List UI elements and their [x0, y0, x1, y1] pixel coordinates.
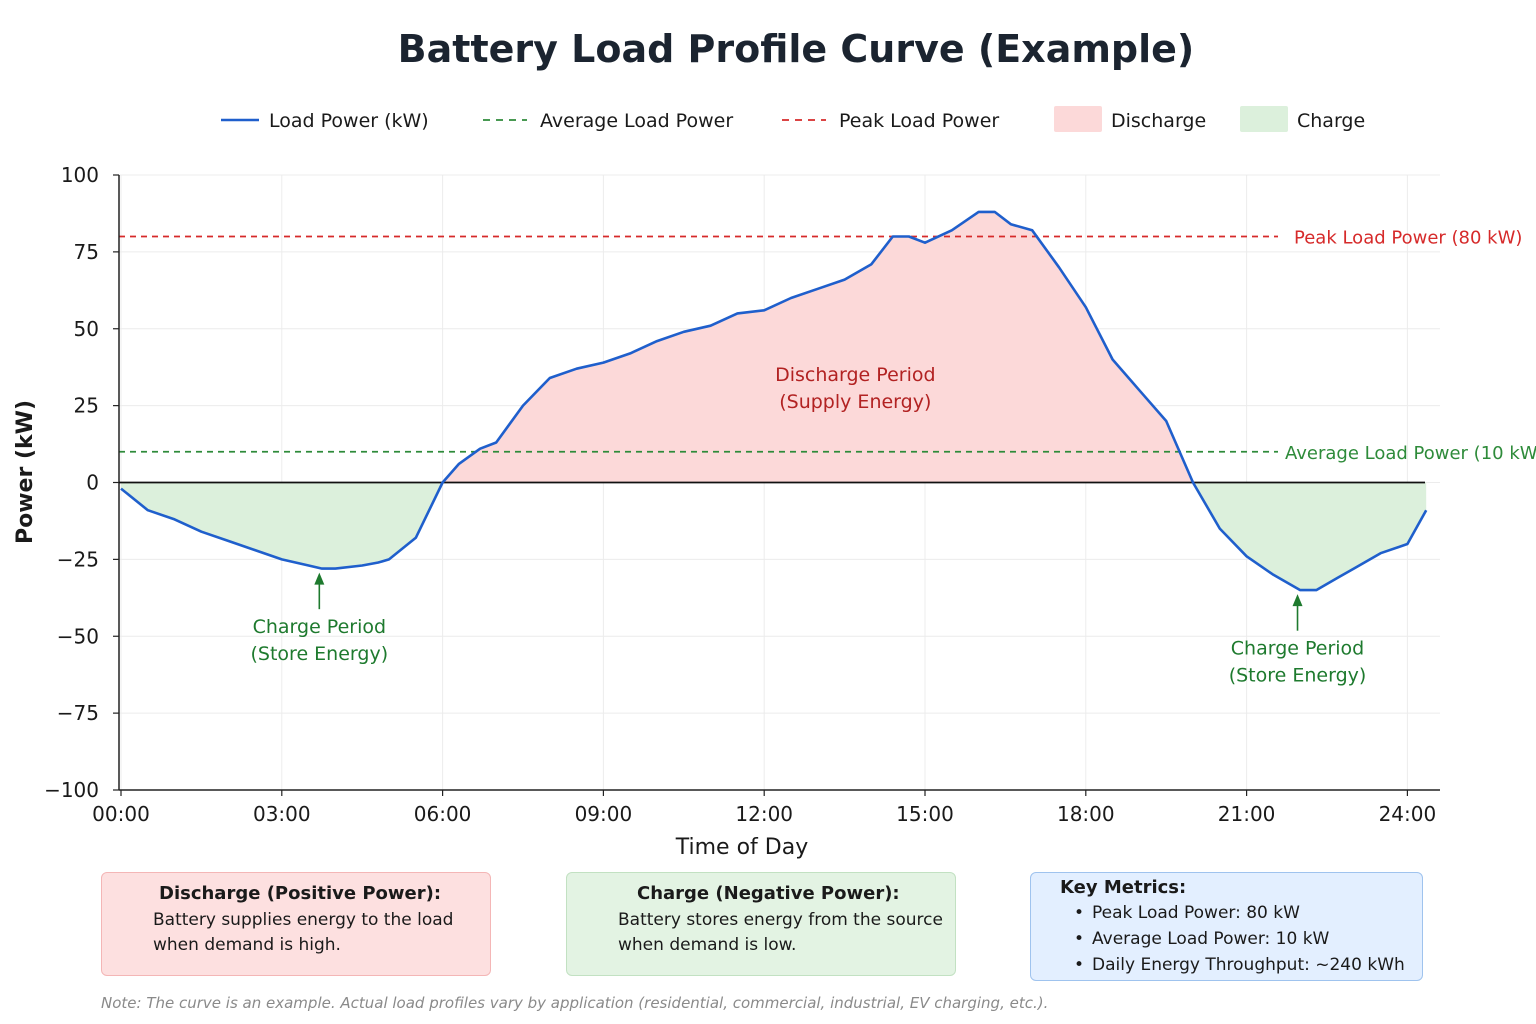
- y-tick-label: 0: [86, 471, 99, 495]
- key-metrics-list: Peak Load Power: 80 kW Average Load Powe…: [1031, 900, 1422, 978]
- y-tick-label: 50: [74, 317, 99, 341]
- charge-info-title: Charge (Negative Power):: [637, 883, 900, 904]
- chart-series: [120, 210, 1428, 592]
- legend-swatch-area: [1054, 106, 1102, 132]
- y-tick-label: 100: [61, 163, 99, 187]
- charge-period-label: (Store Energy): [251, 643, 389, 665]
- key-metrics-title: Key Metrics:: [1060, 877, 1187, 898]
- y-tick-label: −75: [57, 701, 99, 725]
- metric-item: Peak Load Power: 80 kW: [1074, 900, 1422, 926]
- discharge-info-line: when demand is high.: [153, 935, 341, 955]
- chart-fills: [121, 211, 1427, 591]
- y-tick-label: 25: [74, 394, 99, 418]
- discharge-info-title: Discharge (Positive Power):: [159, 883, 442, 904]
- x-tick-label: 09:00: [575, 802, 633, 826]
- discharge-info-line: Battery supplies energy to the load: [153, 910, 454, 930]
- x-tick-label: 18:00: [1057, 802, 1115, 826]
- metric-item: Daily Energy Throughput: ~240 kWh: [1074, 952, 1422, 978]
- legend-swatch-area: [1240, 106, 1288, 132]
- charge-period-label: Charge Period: [253, 616, 386, 638]
- charge-period-label: Charge Period: [1231, 638, 1364, 660]
- chart-title: Battery Load Profile Curve (Example): [398, 27, 1195, 71]
- x-tick-label: 21:00: [1218, 802, 1276, 826]
- y-axis-label: Power (kW): [13, 400, 38, 544]
- key-metrics-box: Key Metrics: Peak Load Power: 80 kW Aver…: [1030, 872, 1423, 981]
- legend-label: Charge: [1297, 110, 1365, 132]
- footnote: Note: The curve is an example. Actual lo…: [101, 994, 1049, 1012]
- legend-label: Peak Load Power: [839, 110, 999, 132]
- annotation-arrowhead: [314, 572, 325, 585]
- charge-info-box: Charge (Negative Power): Battery stores …: [566, 872, 956, 976]
- y-tick-label: −50: [57, 624, 99, 648]
- chart-annotations: Discharge Period (Supply Energy) Charge Pe…: [251, 364, 1367, 687]
- charge-area: [121, 482, 1427, 591]
- annotation-arrowhead: [1292, 594, 1303, 607]
- y-tick-label: 75: [74, 240, 99, 264]
- reference-lines: Peak Load Power (80 kW) Average Load Powe…: [119, 228, 1536, 464]
- chart-legend: Load Power (kW) Average Load Power Peak Lo…: [221, 106, 1365, 132]
- x-tick-label: 15:00: [896, 802, 954, 826]
- legend-label: Discharge: [1111, 110, 1206, 132]
- load-power-line: [120, 210, 1428, 592]
- charge-info-line: Battery stores energy from the source: [618, 910, 943, 930]
- x-axis-label: Time of Day: [675, 835, 808, 860]
- legend-label: Load Power (kW): [269, 110, 429, 132]
- ref-line-label: Average Load Power (10 kW): [1285, 443, 1536, 464]
- y-tick-label: −100: [44, 778, 99, 802]
- x-tick-label: 12:00: [735, 802, 793, 826]
- x-tick-label: 24:00: [1379, 802, 1437, 826]
- discharge-info-box: Discharge (Positive Power): Battery supp…: [101, 872, 491, 976]
- discharge-period-label: Discharge Period: [775, 364, 935, 386]
- y-tick-label: −25: [57, 547, 99, 571]
- discharge-area: [121, 211, 1427, 483]
- discharge-period-label: (Supply Energy): [779, 391, 931, 413]
- metric-item: Average Load Power: 10 kW: [1074, 926, 1422, 952]
- legend-label: Average Load Power: [540, 110, 733, 132]
- load-profile-chart: Battery Load Profile Curve (Example) Loa…: [13, 27, 1536, 860]
- ref-line-label: Peak Load Power (80 kW): [1294, 228, 1522, 249]
- x-tick-label: 03:00: [253, 802, 311, 826]
- x-tick-label: 00:00: [92, 802, 150, 826]
- x-tick-label: 06:00: [414, 802, 472, 826]
- charge-info-line: when demand is low.: [618, 935, 797, 955]
- charge-period-label: (Store Energy): [1229, 665, 1367, 687]
